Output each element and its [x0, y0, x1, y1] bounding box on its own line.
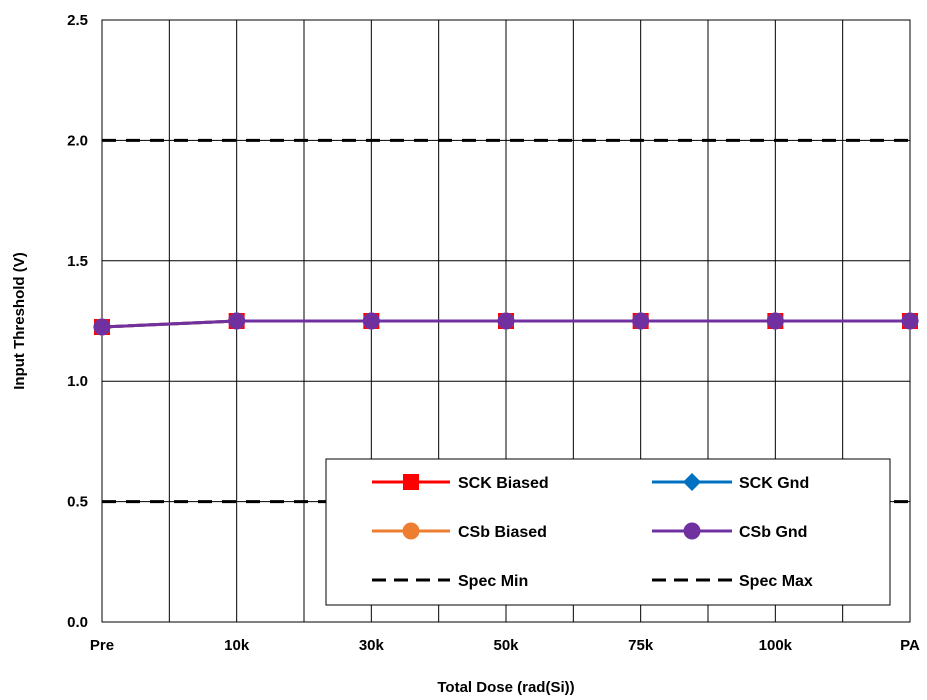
legend-item-spec-min: Spec Min — [372, 573, 528, 590]
csb-gnd-point — [497, 312, 515, 330]
x-tick-label: PA — [900, 637, 920, 654]
legend-marker — [683, 522, 701, 540]
legend-item-sck-biased: SCK Biased — [372, 474, 549, 492]
y-tick-label: 0.5 — [67, 494, 88, 511]
csb-gnd-point — [766, 312, 784, 330]
legend-marker — [403, 474, 419, 490]
x-tick-label: 30k — [359, 637, 385, 654]
csb-gnd-point — [901, 312, 919, 330]
x-tick-label: Pre — [90, 637, 114, 654]
csb-gnd-point — [362, 312, 380, 330]
legend-item-spec-max: Spec Max — [652, 573, 813, 590]
legend-marker — [402, 522, 420, 540]
legend-item-csb-biased: CSb Biased — [372, 522, 547, 541]
x-tick-label: 75k — [628, 637, 654, 654]
x-tick-label: 50k — [493, 637, 519, 654]
legend-label: SCK Biased — [458, 475, 549, 492]
y-tick-label: 2.0 — [67, 132, 88, 149]
legend-marker — [683, 473, 701, 491]
legend-label: Spec Max — [739, 573, 813, 590]
legend-label: Spec Min — [458, 573, 528, 590]
y-tick-label: 2.5 — [67, 12, 88, 29]
legend: SCK Biased SCK Gnd CSb Biased CSb Gnd Spec M… — [325, 458, 891, 606]
x-axis-label: Total Dose (rad(Si)) — [437, 679, 574, 696]
y-axis-label: Input Threshold (V) — [11, 252, 28, 389]
legend-label: CSb Gnd — [739, 524, 807, 541]
y-tick-label: 0.0 — [67, 614, 88, 631]
legend-item-sck-gnd: SCK Gnd — [652, 473, 809, 492]
tick-labels: 0.0 0.5 1.0 1.5 2.0 2.5 Pre 10k 30k 50k 75k 100k PA — [67, 12, 920, 654]
legend-item-csb-gnd: CSb Gnd — [652, 522, 807, 541]
x-tick-label: 100k — [759, 637, 793, 654]
y-tick-label: 1.5 — [67, 253, 88, 270]
csb-gnd-point — [93, 318, 111, 336]
legend-label: CSb Biased — [458, 524, 547, 541]
csb-gnd-point — [632, 312, 650, 330]
y-tick-label: 1.0 — [67, 373, 88, 390]
series-csb-gnd — [93, 312, 919, 336]
x-tick-label: 10k — [224, 637, 250, 654]
csb-gnd-point — [228, 312, 246, 330]
legend-label: SCK Gnd — [739, 475, 809, 492]
